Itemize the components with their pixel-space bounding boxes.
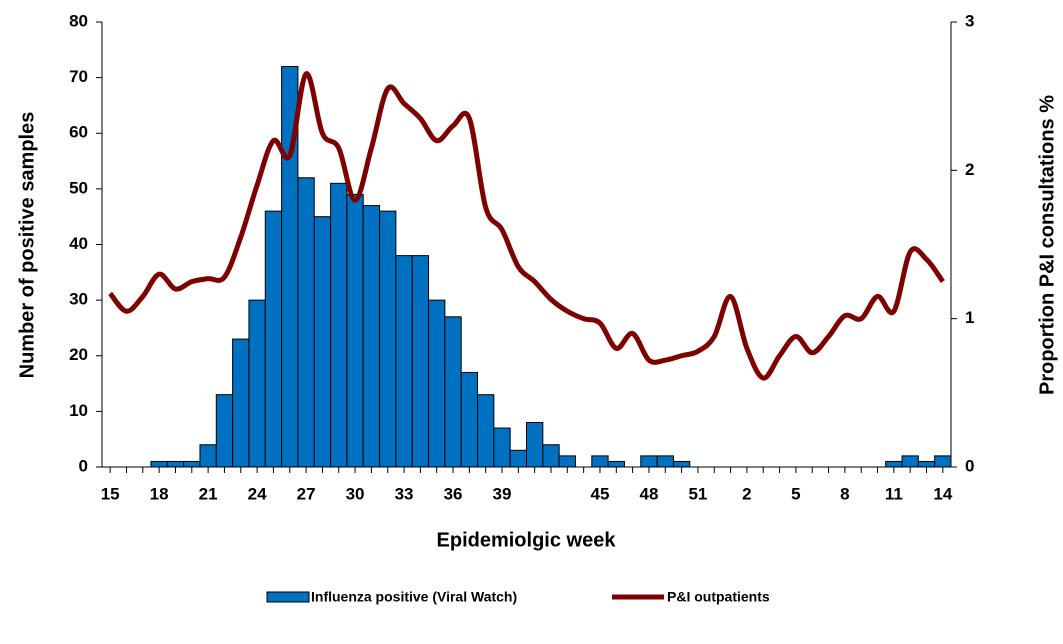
x-tick-label: 27 (297, 484, 316, 503)
x-tick-label: 45 (591, 484, 610, 503)
bar (264, 210, 283, 468)
x-tick-label: 11 (885, 484, 903, 503)
x-tick-label: 48 (639, 484, 658, 503)
x-tick-label: 33 (395, 484, 414, 503)
bar (362, 205, 381, 468)
bar (509, 449, 527, 468)
bar (166, 460, 185, 468)
bar (901, 455, 919, 468)
y-tick-label: 20 (69, 345, 88, 364)
bar (199, 444, 217, 468)
bar (395, 255, 413, 468)
x-tick-label: 15 (101, 484, 120, 503)
bar (656, 455, 674, 468)
bar (542, 444, 560, 468)
legend-swatch (266, 591, 310, 603)
bar (640, 455, 658, 468)
y2-tick-label: 3 (965, 11, 974, 30)
bar (558, 455, 576, 468)
y2-axis-title: Proportion P&I consultations % (1036, 95, 1058, 395)
bar (150, 460, 168, 468)
bar (934, 455, 952, 468)
bar (493, 427, 511, 468)
bar (526, 422, 544, 468)
bar (330, 182, 348, 468)
y2-tick-label: 2 (965, 160, 974, 179)
bar (672, 460, 691, 468)
bar (460, 371, 479, 468)
bar (215, 394, 234, 468)
y-axis-title: Number of positive samples (16, 112, 38, 379)
bar (607, 460, 625, 468)
bar (379, 210, 397, 468)
y-tick-label: 50 (69, 178, 88, 197)
y-tick-label: 0 (79, 456, 88, 475)
bar (477, 394, 495, 468)
y-tick-label: 40 (69, 234, 88, 253)
legend-label: P&I outpatients (667, 589, 770, 605)
bar (313, 216, 332, 468)
y-tick-label: 80 (69, 11, 88, 30)
y-tick-label: 10 (69, 401, 88, 420)
legend-label: Influenza positive (Viral Watch) (311, 589, 517, 605)
bar (411, 255, 430, 468)
x-axis-title: Epidemiolgic week (437, 529, 617, 551)
bar (297, 177, 315, 468)
line (108, 71, 945, 381)
x-tick-label: 36 (444, 484, 463, 503)
x-tick-label: 2 (742, 484, 751, 503)
x-tick-label: 18 (150, 484, 169, 503)
bar (232, 338, 250, 468)
bar (428, 299, 446, 468)
x-tick-label: 30 (346, 484, 365, 503)
bar (248, 299, 266, 468)
y-tick-label: 30 (69, 290, 88, 309)
x-tick-label: 21 (199, 484, 218, 503)
bar (591, 455, 609, 468)
bar (346, 193, 364, 468)
bar (444, 316, 462, 468)
x-tick-label: 14 (933, 484, 952, 503)
x-tick-label: 5 (791, 484, 800, 503)
y2-tick-label: 1 (965, 308, 974, 327)
bar (917, 460, 936, 468)
y-tick-label: 60 (69, 123, 88, 142)
x-tick-label: 51 (688, 484, 707, 503)
bar (885, 460, 903, 468)
y2-tick-label: 0 (965, 456, 974, 475)
x-tick-label: 24 (248, 484, 267, 503)
bar (183, 460, 201, 468)
x-tick-label: 39 (493, 484, 512, 503)
x-tick-label: 8 (840, 484, 849, 503)
y-tick-label: 70 (69, 67, 88, 86)
